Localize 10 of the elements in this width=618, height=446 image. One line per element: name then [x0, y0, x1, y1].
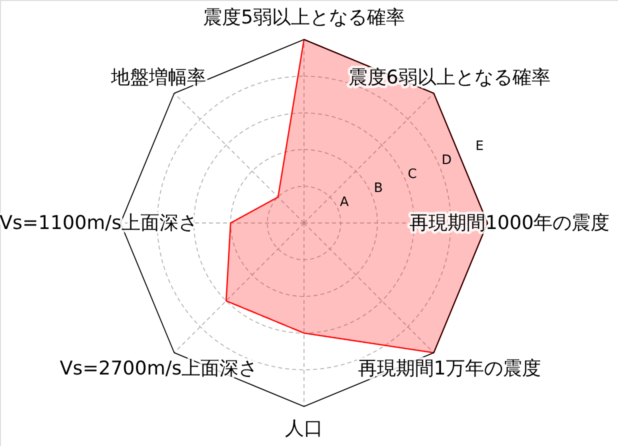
y-tick-label: E [476, 138, 484, 154]
spoke-label: Vs=1100m/s上面深さ [0, 212, 198, 234]
spoke-label: 再現期間1000年の震度 [409, 212, 610, 234]
y-tick-label: A [340, 194, 349, 210]
spoke-label: 地盤増幅率 [110, 66, 206, 89]
spoke-label: 人口 [285, 418, 323, 440]
spoke-label: 震度5弱以上となる確率 [202, 6, 406, 28]
y-tick-label: C [408, 166, 417, 182]
y-tick-label: D [442, 152, 452, 168]
y-tick-label: B [374, 180, 383, 196]
